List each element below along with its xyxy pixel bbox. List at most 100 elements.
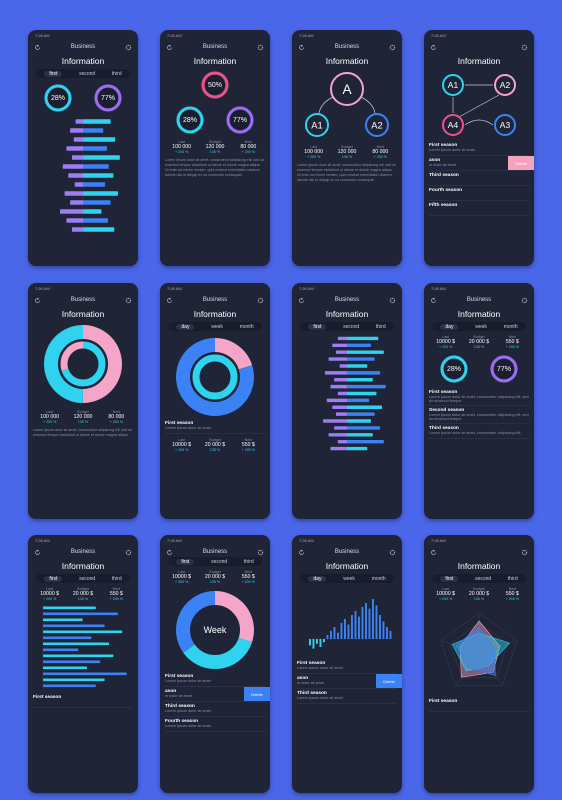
stat-value: 20 000 $ — [72, 591, 94, 597]
stat-name: Last — [178, 438, 186, 442]
list-item: First season Lorem ipsum dolor sit amet, … — [429, 388, 529, 406]
bar — [43, 660, 101, 664]
tab[interactable]: week — [475, 323, 487, 330]
stat-change: 135 % — [209, 580, 221, 584]
stat-value: 100 000 — [304, 149, 324, 155]
tab[interactable]: week — [343, 575, 355, 582]
tab[interactable]: second — [79, 575, 96, 582]
tab[interactable]: first — [44, 70, 63, 77]
tab[interactable]: first — [44, 575, 63, 582]
stat-change: 135 % — [341, 155, 353, 159]
donut-ring — [440, 355, 468, 383]
stat-name: Last — [178, 140, 186, 144]
screen-title: Business — [70, 44, 96, 50]
tab[interactable]: day — [440, 323, 459, 330]
list-item: ason m dolor sit amet Delete — [165, 687, 270, 702]
stat-value: 10000 $ — [172, 574, 192, 580]
heading: Information — [193, 309, 237, 319]
title-bar: Business — [292, 295, 402, 305]
phone-screen: 7:26 AM Information A1 A2 A4 A3 First season Lo… — [424, 30, 534, 266]
bar — [312, 639, 315, 649]
delete-button[interactable]: Delete — [244, 687, 270, 701]
tab[interactable]: first — [308, 323, 327, 330]
list-item: First season Lorem ipsum dolor sit amet — [165, 672, 265, 687]
node-label: A3 — [500, 120, 511, 130]
bar — [334, 426, 347, 430]
donut-ring — [176, 106, 204, 134]
node-diagram: A1 A2 A4 A3 — [442, 74, 516, 136]
tab[interactable]: first — [440, 575, 459, 582]
bar — [83, 218, 108, 223]
heading: Information — [325, 561, 369, 571]
delete-button[interactable]: Delete — [376, 674, 402, 688]
stat-name: Budget — [77, 587, 89, 591]
stat-change: + 200 % — [241, 448, 255, 452]
bar — [43, 678, 105, 682]
tab[interactable]: second — [79, 70, 96, 77]
tab[interactable]: month — [503, 323, 518, 330]
tab[interactable]: month — [371, 575, 386, 582]
ring-segment — [176, 591, 254, 669]
bar — [309, 639, 311, 646]
bar — [332, 343, 347, 348]
stats: Last 10000 $ + 200 % Budget 20 000 $135 % Nex… — [33, 587, 133, 601]
stat-change: + 200 % — [505, 345, 519, 349]
tab[interactable]: day — [308, 575, 327, 582]
bar — [83, 173, 114, 178]
bar — [389, 631, 392, 639]
tab[interactable]: third — [111, 575, 122, 582]
back-arrow — [167, 297, 172, 303]
bar — [70, 128, 83, 133]
bar — [337, 391, 347, 396]
bar — [43, 684, 96, 688]
item-text: Lorem ipsum dolor sit amet, consectetur … — [429, 431, 522, 435]
back-arrow — [431, 44, 436, 50]
tabs: day week month — [300, 574, 394, 583]
gear — [125, 549, 132, 555]
bar — [323, 419, 347, 423]
list-item: Third season Lorem ipsum dolor sit amet — [165, 702, 265, 717]
item-text: Lorem ipsum dolor sit amet, consectetur … — [429, 413, 529, 421]
bar-chart — [60, 117, 120, 234]
tab[interactable]: third — [111, 70, 122, 77]
donut-label: 28% — [51, 95, 65, 102]
node — [330, 72, 364, 106]
delete-button[interactable]: Delete — [508, 156, 534, 170]
gear-icon — [257, 44, 264, 50]
tabs: day week month — [432, 322, 526, 331]
bar — [379, 615, 381, 639]
title-bar — [424, 42, 534, 52]
bar — [354, 611, 357, 639]
stat: Budget 120 000 135 % — [66, 410, 99, 424]
tabs: first second third — [432, 574, 526, 583]
item-title: First season — [297, 661, 326, 666]
tab[interactable]: second — [343, 323, 360, 330]
list-item: Fourth season Lorem ipsum dolor sit amet — [165, 717, 265, 732]
stat-name: Budget — [209, 140, 221, 144]
stat-value: 120 000 — [73, 414, 93, 420]
stat-value: 80 000 — [108, 414, 125, 420]
tab[interactable]: third — [375, 323, 386, 330]
back-icon — [431, 297, 436, 303]
bar — [43, 612, 118, 616]
list-item: Fourth season — [429, 186, 529, 201]
back-icon — [35, 297, 40, 303]
tab[interactable]: third — [507, 575, 518, 582]
stat-change: + 200 % — [43, 597, 57, 601]
phone-screen: 7:26 AM Business Information Last 100 000 + 2… — [28, 283, 138, 519]
tab[interactable]: third — [243, 558, 254, 565]
donut-row: 28% 77% — [33, 82, 133, 114]
tab[interactable]: month — [239, 323, 254, 330]
stat: Next 80 000 + 200 % — [100, 410, 133, 424]
tab[interactable]: week — [211, 323, 223, 330]
tab[interactable]: first — [176, 558, 195, 565]
bar — [319, 639, 322, 647]
tab[interactable]: second — [211, 558, 228, 565]
tab[interactable]: day — [176, 323, 195, 330]
tab[interactable]: second — [475, 575, 492, 582]
content: Last 10000 $ + 200 % Budget 20 000 $135 % Nex… — [28, 587, 138, 708]
stat-change: + 200 % — [175, 448, 189, 452]
back-icon — [167, 297, 172, 303]
donut-ring — [201, 71, 229, 99]
